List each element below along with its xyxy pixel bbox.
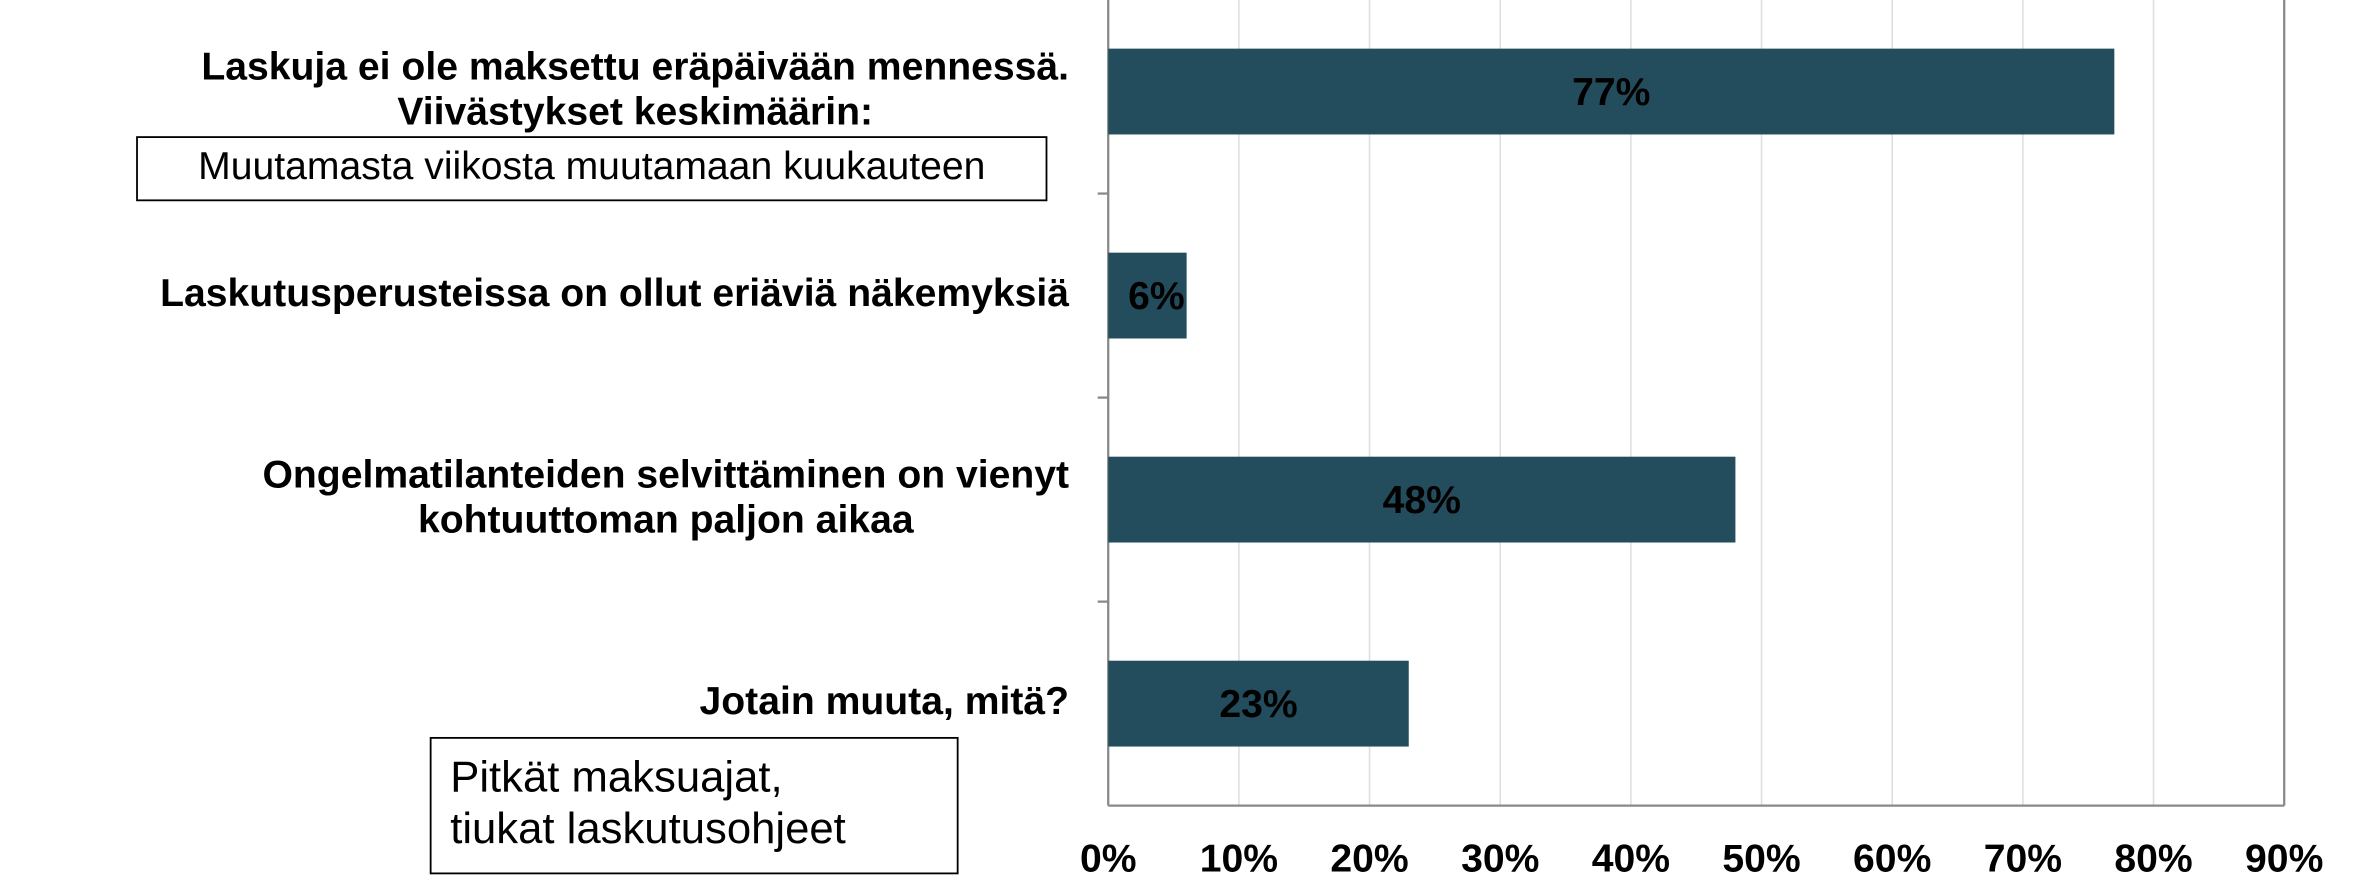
- category-label: Laskuja ei ole maksettu eräpäivään menne…: [201, 45, 1069, 133]
- bar: [1108, 660, 1409, 747]
- x-tick-label: 20%: [1330, 838, 1408, 881]
- y-tick-label: Jotain muuta, mitä?: [700, 680, 1070, 723]
- annotation-box: [429, 736, 959, 875]
- y-tick-label: Laskutusperusteissa on ollut eriäviä näk…: [160, 272, 1069, 315]
- bar: [1108, 48, 2115, 135]
- category-label: Laskutusperusteissa on ollut eriäviä näk…: [160, 272, 1069, 315]
- x-tick-label: 70%: [1984, 838, 2062, 881]
- bar: [1108, 456, 1736, 543]
- x-tick-label: 10%: [1200, 838, 1278, 881]
- category-label: Jotain muuta, mitä?: [700, 680, 1070, 723]
- bar: [1108, 252, 1187, 339]
- data-label: 48%: [1383, 479, 1461, 522]
- y-tick-label: kohtuuttoman paljon aikaa: [418, 499, 915, 542]
- annotation: Pitkät maksuajat,: [450, 753, 782, 802]
- annotation: tiukat laskutusohjeet: [450, 804, 846, 853]
- y-tick-label: Ongelmatilanteiden selvittäminen on vien…: [262, 453, 1069, 496]
- data-label: 77%: [1572, 71, 1650, 114]
- x-tick-label: 90%: [2245, 838, 2323, 881]
- y-tick-label: Viivästykset keskimäärin:: [397, 90, 873, 133]
- x-tick-label: 50%: [1722, 838, 1800, 881]
- x-tick-label: 40%: [1592, 838, 1670, 881]
- data-label: 23%: [1219, 683, 1297, 726]
- category-label: Ongelmatilanteiden selvittäminen on vien…: [262, 453, 1069, 541]
- x-tick-label: 80%: [2114, 838, 2192, 881]
- y-tick-label: Laskuja ei ole maksettu eräpäivään menne…: [201, 45, 1069, 88]
- data-label: 6%: [1128, 275, 1185, 318]
- x-tick-label: 60%: [1853, 838, 1931, 881]
- x-tick-label: 30%: [1461, 838, 1539, 881]
- x-tick-label: 0%: [1080, 838, 1137, 881]
- annotation: Muutamasta viikosta muutamaan kuukauteen: [198, 145, 985, 188]
- annotation-box: [136, 136, 1048, 202]
